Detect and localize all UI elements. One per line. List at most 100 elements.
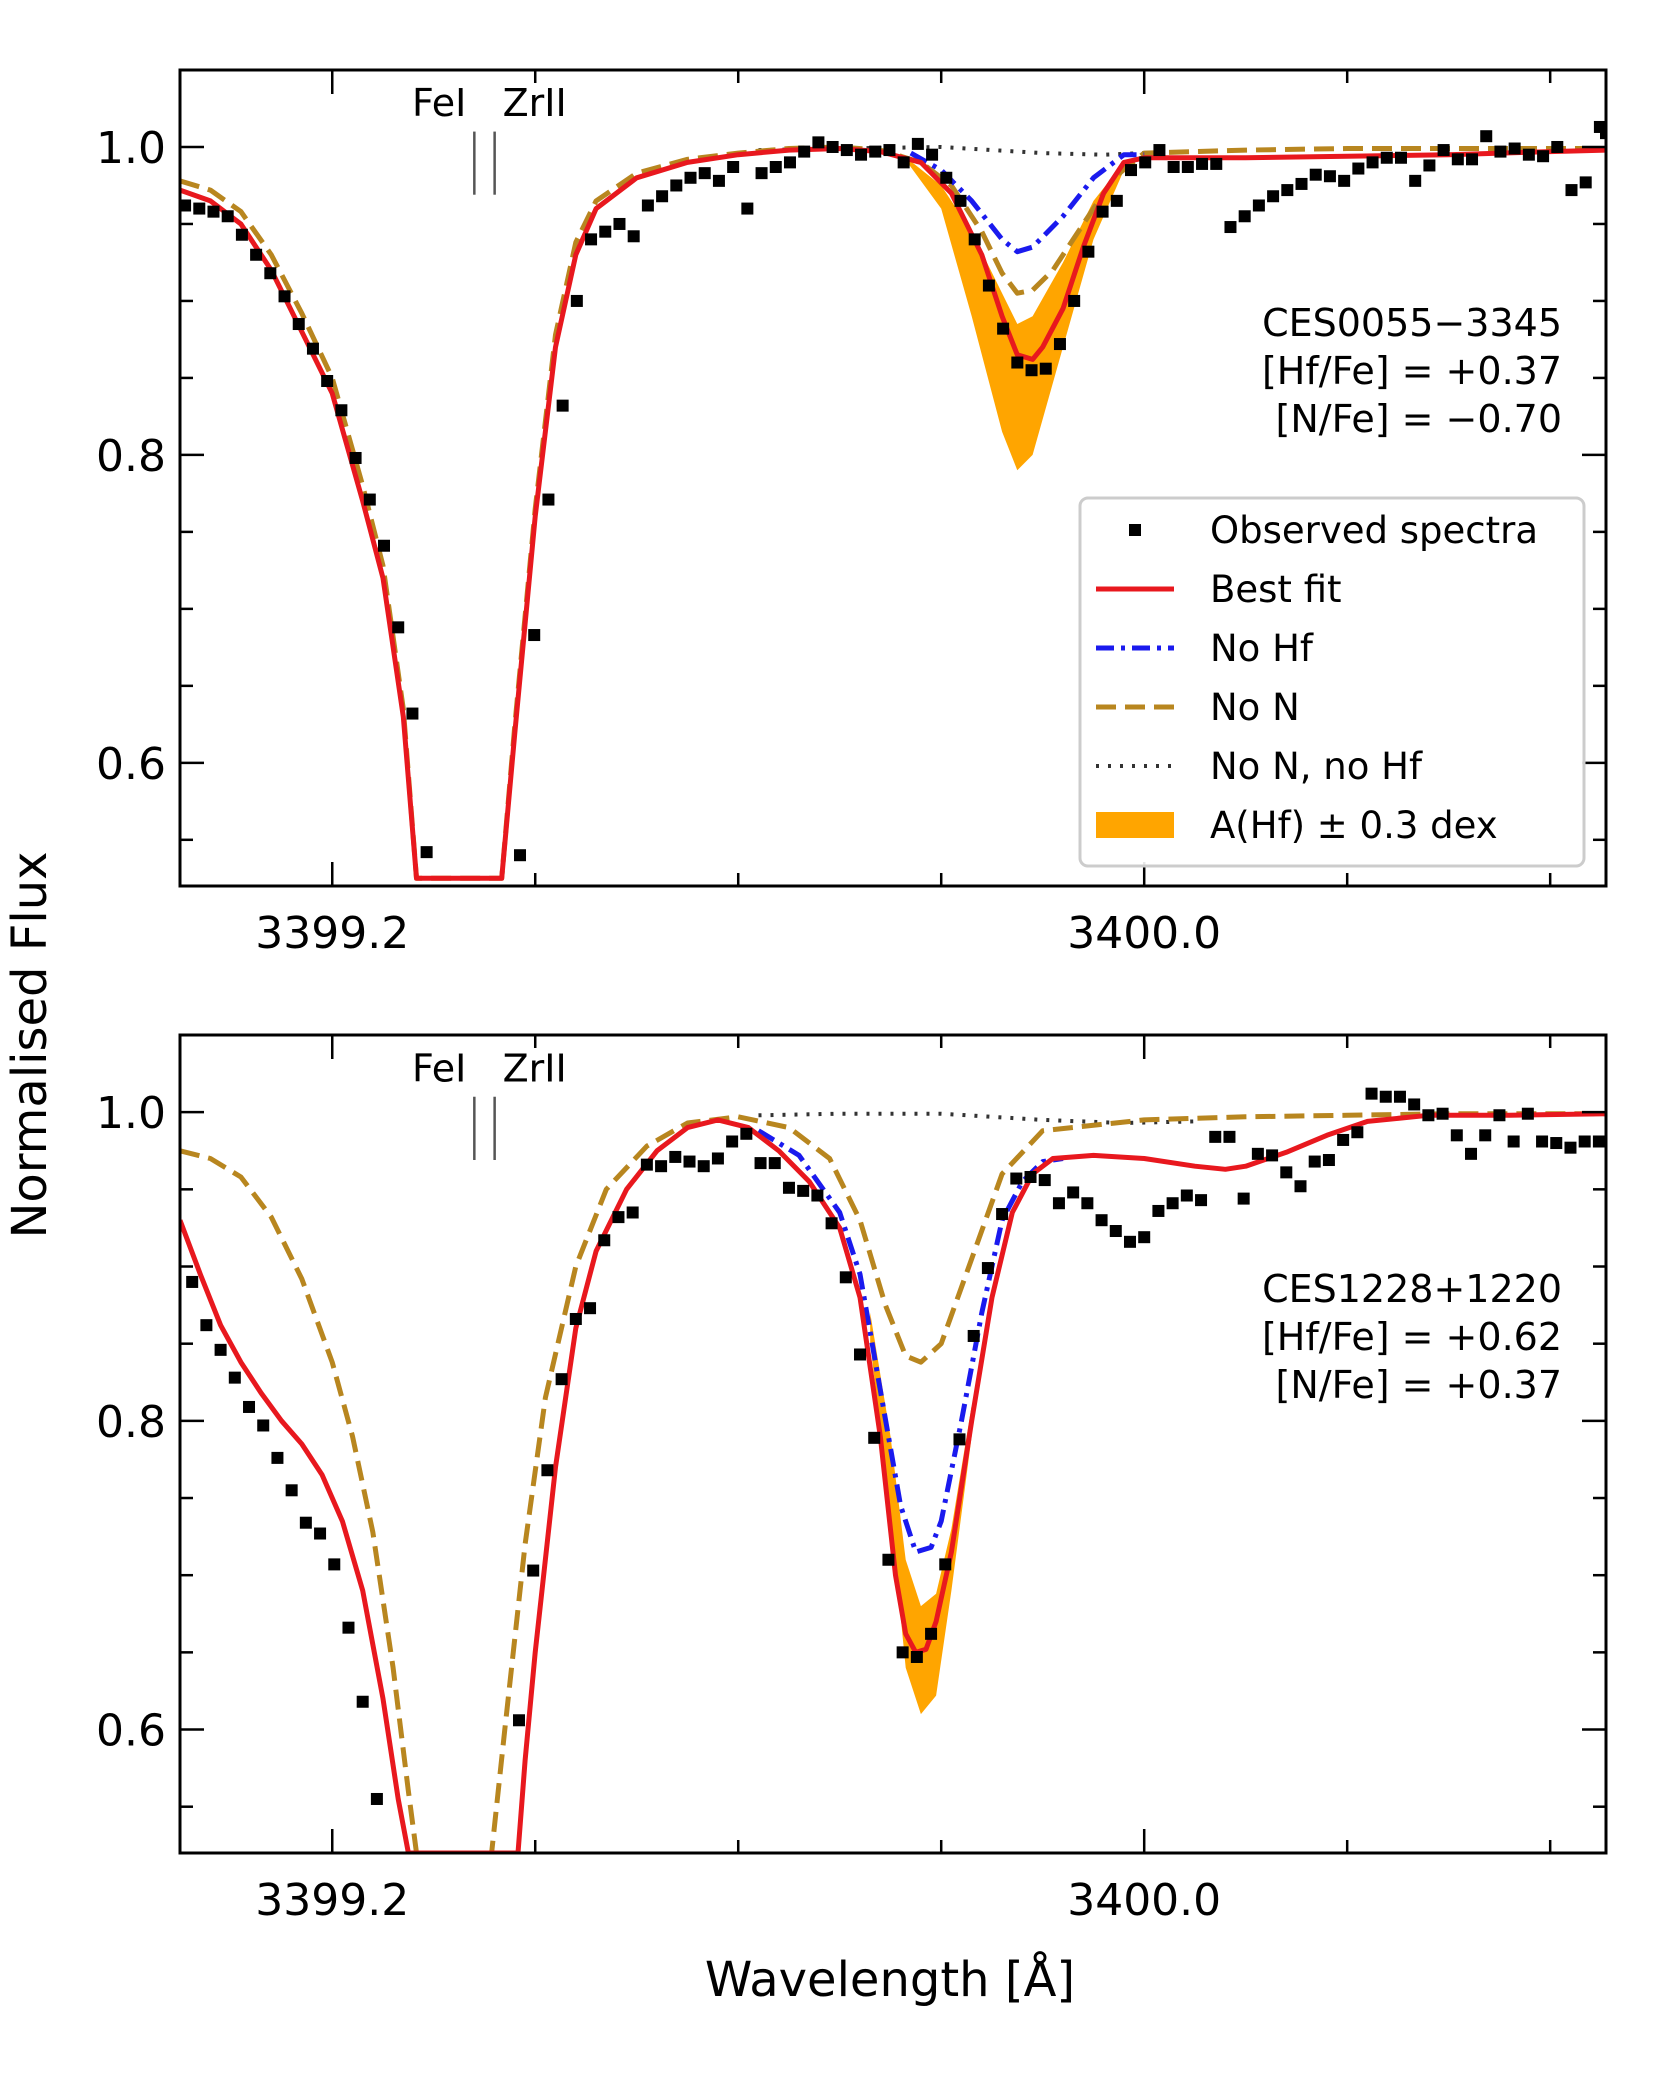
plot-area (180, 1087, 1606, 1853)
observed-point (1123, 1235, 1136, 1248)
observed-point (1267, 190, 1280, 203)
y-tick-label: 0.6 (96, 739, 166, 790)
observed-point (250, 248, 263, 261)
axes-frame (178, 1033, 1608, 1855)
observed-point (1295, 177, 1308, 190)
observed-point (1507, 1135, 1520, 1148)
observed-point (1025, 364, 1038, 377)
observed-point (299, 1516, 312, 1529)
observed-point (1409, 174, 1422, 187)
observed-point (1309, 168, 1322, 181)
observed-point (1281, 184, 1294, 197)
legend-label: No N (1210, 686, 1300, 729)
observed-point (812, 136, 825, 149)
n-fe-value: [N/Fe] = −0.70 (1276, 397, 1562, 441)
observed-point (711, 1152, 724, 1165)
observed-point (1565, 184, 1578, 197)
best-fit-line (180, 146, 1606, 881)
observed-point (512, 1714, 525, 1727)
y-tick-label: 0.6 (96, 1706, 166, 1757)
no-hf-line (909, 150, 1145, 255)
observed-point (1437, 144, 1450, 157)
observed-point (1153, 144, 1166, 157)
observed-point (783, 156, 796, 169)
observed-point (214, 1343, 227, 1356)
observed-point (1422, 1109, 1435, 1122)
observed-point (1337, 1133, 1350, 1146)
observed-point (840, 144, 853, 157)
best-fit-line (180, 1111, 1606, 1853)
observed-point (726, 1135, 739, 1148)
observed-point (585, 233, 598, 246)
observed-point (855, 148, 868, 161)
observed-point (897, 156, 910, 169)
observed-point (1095, 1214, 1108, 1227)
observed-point (1394, 151, 1407, 164)
observed-point (656, 190, 669, 203)
observed-point (1139, 156, 1152, 169)
y-tick-label: 1.0 (96, 1088, 166, 1139)
observed-point (1379, 1090, 1392, 1103)
observed-point (1494, 145, 1507, 158)
observed-point (186, 1275, 199, 1288)
legend-label: A(Hf) ± 0.3 dex (1210, 804, 1498, 847)
observed-point (1322, 1154, 1335, 1167)
observed-point (1181, 160, 1194, 173)
observed-point (968, 233, 981, 246)
observed-point (641, 199, 654, 212)
observed-point (727, 160, 740, 173)
observed-point (939, 1558, 952, 1571)
legend-handle-band (1096, 812, 1174, 838)
observed-point (598, 1234, 611, 1247)
observed-point (193, 202, 206, 215)
observed-point (1238, 210, 1251, 223)
observed-point (1010, 1172, 1023, 1185)
legend: Observed spectra Best fit No Hf No N No N, n… (1078, 496, 1586, 868)
star-name: CES1228+1220 (1262, 1267, 1562, 1311)
observed-point (1423, 159, 1436, 172)
ticks (180, 1035, 1606, 1853)
legend-label: No Hf (1210, 627, 1314, 670)
observed-point (825, 1217, 838, 1230)
observed-point (1180, 1189, 1193, 1202)
observed-point (926, 148, 939, 161)
observed-point (1196, 157, 1209, 170)
observed-point (798, 145, 811, 158)
observed-point (1038, 1174, 1051, 1187)
observed-point (655, 1160, 668, 1173)
observed-point (1125, 164, 1138, 177)
observed-point (982, 279, 995, 292)
no-hf-line (757, 1128, 1064, 1555)
observed-point (1578, 1135, 1591, 1148)
observed-point (1521, 1107, 1534, 1120)
observed-point (755, 167, 768, 180)
observed-point (768, 1157, 781, 1170)
axes-frame (178, 68, 1608, 888)
observed-point (542, 493, 555, 506)
observed-point (1338, 174, 1351, 187)
ticks (180, 70, 1606, 886)
observed-point (669, 1150, 682, 1163)
observed-point (342, 1621, 355, 1634)
observed-point (1308, 1155, 1321, 1168)
observed-point (1365, 1087, 1378, 1100)
observed-point (1408, 1098, 1421, 1111)
observed-point (1592, 1135, 1605, 1148)
observed-point (967, 1329, 980, 1342)
observed-point (1224, 221, 1237, 234)
plot-area (180, 120, 1606, 881)
observed-point (1479, 1129, 1492, 1142)
observed-point (599, 225, 612, 238)
y-tick-label: 1.0 (96, 123, 166, 174)
observed-point (640, 1158, 653, 1171)
observed-point (1251, 1147, 1264, 1160)
observed-point (420, 846, 433, 859)
observed-point (868, 1431, 881, 1444)
x-tick-label: 3400.0 (1067, 1875, 1221, 1926)
observed-point (221, 210, 234, 223)
observed-point (854, 1348, 867, 1361)
observed-point (1550, 1137, 1563, 1150)
legend-label: Best fit (1210, 568, 1342, 611)
observed-point (911, 137, 924, 150)
